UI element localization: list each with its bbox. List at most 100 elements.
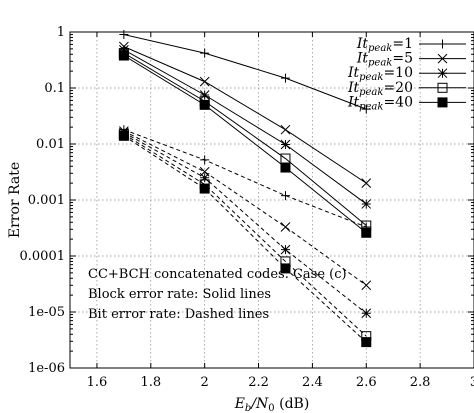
- legend-label: Itpeak=5: [356, 51, 413, 69]
- data-point-block-asterisk: [361, 199, 372, 209]
- legend-label-main: It: [347, 65, 360, 81]
- x-tick-label: 2.4: [302, 375, 323, 390]
- legend-label: Itpeak=40: [347, 94, 413, 112]
- legend-label: Itpeak=1: [356, 36, 413, 54]
- marker-stroke: [280, 73, 290, 83]
- y-tick-label: 0.001: [28, 193, 65, 208]
- x-tick-label: 2: [201, 375, 209, 390]
- marker-stroke: [199, 76, 210, 87]
- legend-label-main: It: [356, 51, 369, 67]
- data-point-bit-asterisk: [199, 172, 210, 183]
- data-point-block-plus: [280, 73, 290, 83]
- marker-stroke: [280, 124, 291, 135]
- x-tick-label: 1.6: [87, 375, 108, 390]
- marker-stroke: [437, 68, 448, 79]
- marker-stroke: [361, 280, 372, 291]
- y-tick-label: 1: [57, 25, 65, 40]
- data-point-block-cross: [361, 178, 372, 188]
- legend-marker-filled-square: [437, 97, 448, 108]
- annotation-block: CC+BCH concatenated codes. Case (c) Bloc…: [88, 267, 347, 322]
- series-markers: [118, 30, 372, 348]
- marker-stroke: [280, 191, 290, 201]
- marker-stroke: [280, 139, 291, 150]
- legend-label-value: =5: [392, 51, 413, 67]
- data-point-block-asterisk: [199, 90, 210, 100]
- legend-label-value: =10: [383, 65, 413, 81]
- plot-frame: [69, 31, 474, 369]
- legend-marker-asterisk: [437, 68, 448, 79]
- legend-label-sub: peak: [368, 58, 392, 69]
- marker-shape: [199, 99, 210, 110]
- legend-label-value: =20: [383, 80, 413, 96]
- marker-stroke: [437, 53, 448, 64]
- tick-labels: 1.6 1.8 2 2.2 2.4 2.6 2.8 3 1 0.1 0.01 0.001 0.0001 1…: [20, 25, 474, 390]
- marker-shape: [118, 130, 129, 141]
- marker-stroke: [361, 199, 372, 209]
- data-point-bit-filled-square: [199, 183, 210, 194]
- marker-stroke: [119, 30, 129, 40]
- marker-stroke: [119, 44, 129, 55]
- annotation-bit-error: Bit error rate: Dashed lines: [88, 307, 269, 322]
- x-tick-label: 1.8: [140, 375, 161, 390]
- data-point-block-cross: [199, 76, 210, 87]
- series-line-bit-asterisk: [123, 132, 367, 314]
- marker-shape: [437, 97, 448, 108]
- marker-shape: [118, 50, 129, 61]
- marker-shape: [199, 183, 210, 194]
- legend-label-value: =1: [392, 36, 413, 52]
- series-lines: [123, 34, 367, 343]
- annotation-block-error: Block error rate: Solid lines: [88, 287, 271, 302]
- marker-shape: [280, 263, 291, 274]
- data-point-bit-plus: [280, 191, 290, 201]
- data-point-bit-cross: [361, 280, 372, 291]
- data-point-block-filled-square: [280, 162, 291, 173]
- data-point-bit-plus: [361, 222, 371, 232]
- marker-shape: [280, 162, 291, 173]
- data-point-bit-filled-square: [118, 130, 129, 141]
- y-tick-label: 0.0001: [20, 249, 66, 264]
- x-axis-label: Eb/N0 (dB): [234, 396, 310, 413]
- data-point-block-asterisk: [280, 139, 291, 150]
- y-axis-label: Error Rate: [7, 162, 23, 238]
- marker-shape: [437, 82, 448, 93]
- data-point-bit-plus: [200, 155, 210, 165]
- marker-stroke: [199, 90, 210, 100]
- annotation-case: CC+BCH concatenated codes. Case (c): [88, 267, 347, 282]
- marker-stroke: [280, 244, 291, 255]
- data-point-block-asterisk: [119, 44, 129, 55]
- data-point-bit-asterisk: [361, 308, 372, 319]
- legend-label-main: It: [347, 94, 360, 110]
- marker-stroke: [280, 222, 291, 232]
- marker-stroke: [361, 308, 372, 319]
- marker-stroke: [199, 172, 210, 183]
- series-line-block-cross: [123, 46, 367, 184]
- legend-label-sub: peak: [359, 72, 383, 83]
- data-point-bit-asterisk: [280, 244, 291, 255]
- data-point-block-plus: [361, 104, 371, 114]
- series-line-block-plus: [123, 34, 367, 110]
- legend-label-sub: peak: [359, 87, 383, 98]
- series-line-bit-open-square: [123, 133, 367, 337]
- series-line-bit-cross: [123, 130, 367, 286]
- x-tick-label: 2.8: [410, 375, 431, 390]
- data-point-block-plus: [200, 48, 210, 58]
- x-tick-label: 3: [470, 375, 474, 390]
- x-tick-label: 2.6: [356, 375, 377, 390]
- y-tick-label: 0.01: [36, 137, 65, 152]
- marker-stroke: [361, 178, 372, 188]
- legend-label-sub: peak: [359, 101, 383, 112]
- legend-marker-open-square: [437, 82, 448, 93]
- data-point-bit-cross: [280, 222, 291, 232]
- data-point-block-filled-square: [199, 99, 210, 110]
- y-tick-label: 1e-05: [28, 305, 65, 320]
- marker-shape: [361, 337, 372, 348]
- data-point-block-filled-square: [118, 50, 129, 61]
- legend-label-sub: peak: [368, 43, 392, 54]
- y-tick-label: 1e-06: [28, 361, 65, 376]
- data-point-bit-filled-square: [361, 337, 372, 348]
- legend-marker-cross: [437, 53, 448, 64]
- marker-stroke: [438, 39, 447, 49]
- marker-stroke: [361, 104, 371, 114]
- legend-label-value: =40: [383, 94, 413, 110]
